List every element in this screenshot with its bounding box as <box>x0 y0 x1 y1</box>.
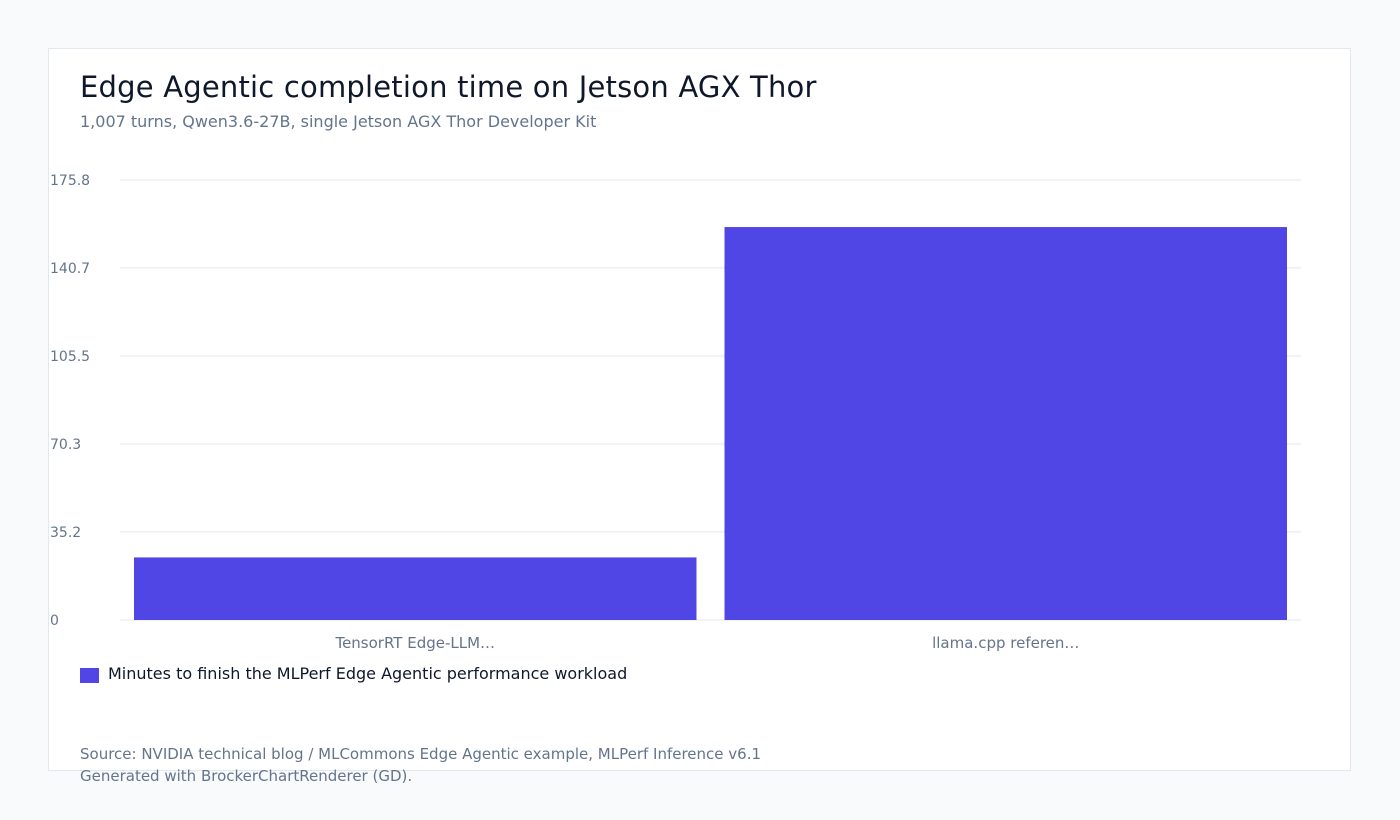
chart-subtitle: 1,007 turns, Qwen3.6-27B, single Jetson … <box>80 112 597 131</box>
legend-label: Minutes to finish the MLPerf Edge Agenti… <box>108 664 628 683</box>
x-tick-label: TensorRT Edge-LLM… <box>334 634 495 652</box>
bar <box>134 557 697 620</box>
y-tick-label: 105.5 <box>50 349 90 365</box>
chart-title: Edge Agentic completion time on Jetson A… <box>80 70 817 104</box>
y-tick-label: 35.2 <box>50 525 81 541</box>
y-axis-ticks: 0 35.2 70.3 105.5 140.7 175.8 <box>50 173 90 629</box>
legend-swatch <box>80 667 99 683</box>
generated-note: Generated with BrockerChartRenderer (GD)… <box>80 767 413 785</box>
x-axis-ticks: TensorRT Edge-LLM… llama.cpp referen… <box>334 634 1079 652</box>
legend: Minutes to finish the MLPerf Edge Agenti… <box>80 664 627 683</box>
source-note: Source: NVIDIA technical blog / MLCommon… <box>80 745 762 763</box>
y-tick-label: 175.8 <box>50 173 90 189</box>
y-tick-label: 140.7 <box>50 261 90 277</box>
x-tick-label: llama.cpp referen… <box>932 634 1079 652</box>
y-tick-label: 0 <box>50 613 59 629</box>
bars <box>134 227 1287 620</box>
bar <box>724 227 1287 620</box>
y-tick-label: 70.3 <box>50 437 81 453</box>
